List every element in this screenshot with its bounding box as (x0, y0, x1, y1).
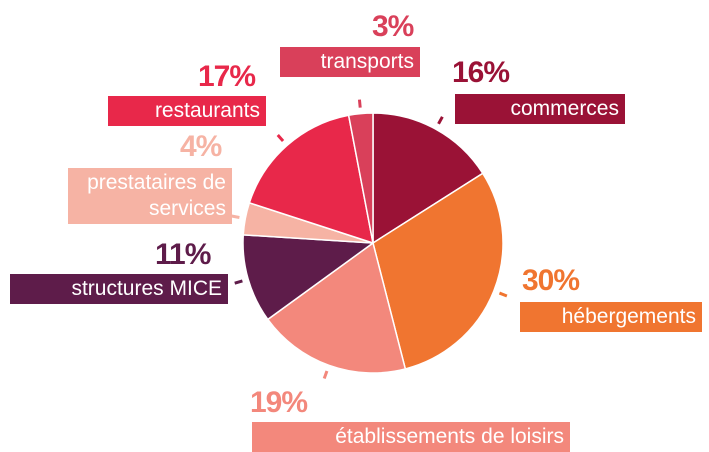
pie-slice (266, 241, 407, 374)
category-label: restaurants (108, 96, 266, 126)
value-label: 3% (372, 10, 414, 43)
value-label: 17% (198, 60, 256, 93)
pie-slice (372, 172, 504, 370)
category-label: commerces (455, 94, 625, 124)
leader-tick (322, 370, 329, 379)
pie-slice (347, 112, 374, 244)
category-label: structures MICE (10, 274, 228, 304)
value-label: 16% (452, 56, 510, 89)
value-label: 11% (155, 238, 211, 271)
pie-slice (372, 112, 484, 245)
pie-slice (248, 114, 374, 245)
pie-slice (242, 234, 376, 321)
leader-tick (231, 214, 240, 219)
leader-tick (437, 116, 444, 125)
value-label: 30% (522, 264, 580, 297)
leader-tick (357, 99, 362, 108)
category-label: hébergements (520, 302, 702, 332)
leader-tick (498, 291, 508, 298)
leader-tick (234, 279, 243, 285)
value-label: 4% (180, 130, 222, 163)
category-label: transports (280, 47, 420, 77)
value-label: 19% (250, 386, 308, 419)
leader-tick (276, 133, 285, 142)
category-label: prestataires de services (68, 168, 232, 224)
category-label: établissements de loisirs (252, 422, 570, 452)
